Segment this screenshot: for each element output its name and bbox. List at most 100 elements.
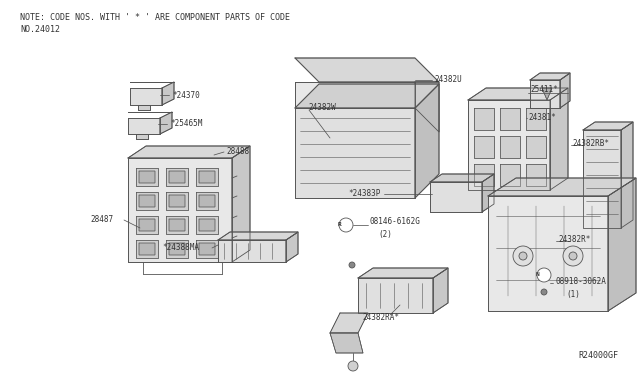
- Polygon shape: [295, 58, 439, 82]
- Polygon shape: [468, 100, 550, 190]
- Text: 24382R*: 24382R*: [558, 235, 590, 244]
- Polygon shape: [169, 219, 185, 231]
- Polygon shape: [196, 192, 218, 210]
- Polygon shape: [295, 84, 439, 108]
- Text: 08146-6162G: 08146-6162G: [370, 218, 421, 227]
- Polygon shape: [530, 73, 570, 80]
- Text: 24381*: 24381*: [528, 113, 556, 122]
- Polygon shape: [295, 82, 415, 108]
- Circle shape: [541, 289, 547, 295]
- Polygon shape: [136, 134, 148, 139]
- Polygon shape: [196, 168, 218, 186]
- Polygon shape: [433, 268, 448, 313]
- Polygon shape: [295, 108, 415, 198]
- Polygon shape: [160, 112, 172, 134]
- Polygon shape: [139, 195, 155, 207]
- Polygon shape: [358, 278, 433, 313]
- Polygon shape: [500, 136, 520, 158]
- Polygon shape: [196, 216, 218, 234]
- Polygon shape: [162, 82, 174, 105]
- Text: 28488: 28488: [226, 148, 249, 157]
- Polygon shape: [138, 105, 150, 110]
- Polygon shape: [232, 146, 250, 262]
- Polygon shape: [542, 88, 552, 100]
- Polygon shape: [139, 243, 155, 255]
- Polygon shape: [199, 243, 215, 255]
- Polygon shape: [488, 196, 608, 311]
- Polygon shape: [169, 171, 185, 183]
- Text: *24388MA: *24388MA: [162, 244, 199, 253]
- Polygon shape: [500, 108, 520, 130]
- Polygon shape: [500, 164, 520, 186]
- Polygon shape: [218, 232, 298, 240]
- Polygon shape: [196, 240, 218, 258]
- Text: 24382RB*: 24382RB*: [572, 138, 609, 148]
- Text: 28487: 28487: [90, 215, 113, 224]
- Text: 24382W: 24382W: [308, 103, 336, 112]
- Polygon shape: [166, 216, 188, 234]
- Text: NO.24012: NO.24012: [20, 26, 60, 35]
- Polygon shape: [608, 178, 636, 311]
- Circle shape: [348, 361, 358, 371]
- Circle shape: [569, 252, 577, 260]
- Polygon shape: [560, 73, 570, 108]
- Polygon shape: [166, 192, 188, 210]
- Circle shape: [537, 268, 551, 282]
- Text: 24382RA*: 24382RA*: [362, 314, 399, 323]
- Polygon shape: [550, 88, 568, 190]
- Polygon shape: [468, 88, 568, 100]
- Text: 25411*: 25411*: [530, 86, 557, 94]
- Polygon shape: [169, 243, 185, 255]
- Text: R24000GF: R24000GF: [578, 352, 618, 360]
- Text: 08918-3062A: 08918-3062A: [556, 278, 607, 286]
- Polygon shape: [415, 82, 439, 132]
- Polygon shape: [286, 232, 298, 262]
- Text: NOTE: CODE NOS. WITH ' * ' ARE COMPONENT PARTS OF CODE: NOTE: CODE NOS. WITH ' * ' ARE COMPONENT…: [20, 13, 290, 22]
- Text: N: N: [535, 273, 539, 278]
- Polygon shape: [330, 313, 368, 333]
- Polygon shape: [474, 164, 494, 186]
- Text: (1): (1): [566, 291, 580, 299]
- Text: 24382U: 24382U: [434, 76, 461, 84]
- Polygon shape: [526, 164, 546, 186]
- Polygon shape: [136, 192, 158, 210]
- Polygon shape: [474, 108, 494, 130]
- Polygon shape: [139, 219, 155, 231]
- Polygon shape: [526, 136, 546, 158]
- Text: R: R: [337, 222, 341, 228]
- Polygon shape: [482, 174, 494, 212]
- Polygon shape: [166, 240, 188, 258]
- Polygon shape: [621, 122, 633, 228]
- Polygon shape: [430, 174, 494, 182]
- Text: (2): (2): [378, 230, 392, 238]
- Polygon shape: [128, 146, 250, 158]
- Circle shape: [563, 246, 583, 266]
- Polygon shape: [130, 88, 162, 105]
- Polygon shape: [583, 130, 621, 228]
- Circle shape: [349, 262, 355, 268]
- Polygon shape: [218, 240, 286, 262]
- Polygon shape: [136, 168, 158, 186]
- Polygon shape: [526, 108, 546, 130]
- Polygon shape: [128, 158, 232, 262]
- Polygon shape: [128, 118, 160, 134]
- Polygon shape: [474, 136, 494, 158]
- Polygon shape: [166, 168, 188, 186]
- Polygon shape: [530, 80, 560, 108]
- Polygon shape: [358, 268, 448, 278]
- Circle shape: [339, 218, 353, 232]
- Text: *24370: *24370: [172, 90, 200, 99]
- Polygon shape: [199, 195, 215, 207]
- Polygon shape: [583, 122, 633, 130]
- Polygon shape: [136, 216, 158, 234]
- Circle shape: [519, 252, 527, 260]
- Polygon shape: [139, 171, 155, 183]
- Polygon shape: [430, 182, 482, 212]
- Polygon shape: [330, 333, 363, 353]
- Text: *24383P: *24383P: [348, 189, 380, 199]
- Polygon shape: [199, 219, 215, 231]
- Text: *25465M: *25465M: [170, 119, 202, 128]
- Circle shape: [513, 246, 533, 266]
- Polygon shape: [136, 240, 158, 258]
- Polygon shape: [169, 195, 185, 207]
